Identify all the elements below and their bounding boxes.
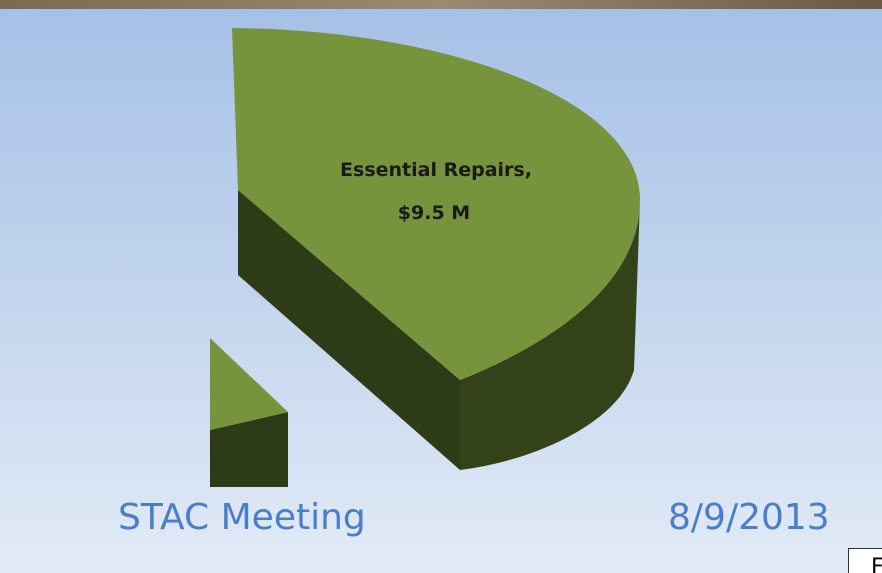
slice-top: [232, 28, 640, 380]
corner-box: F: [848, 548, 882, 573]
slice-label: Essential Repairs,: [340, 159, 532, 181]
slice-side: [210, 412, 288, 487]
footer-date: 8/9/2013: [668, 497, 830, 538]
footer-title: STAC Meeting: [118, 497, 366, 538]
slice-label: $9.5 M: [398, 202, 470, 224]
slice-top: [210, 338, 288, 430]
slice-side: [460, 200, 640, 470]
top-strip: [0, 0, 882, 9]
slice-side: [238, 190, 460, 470]
